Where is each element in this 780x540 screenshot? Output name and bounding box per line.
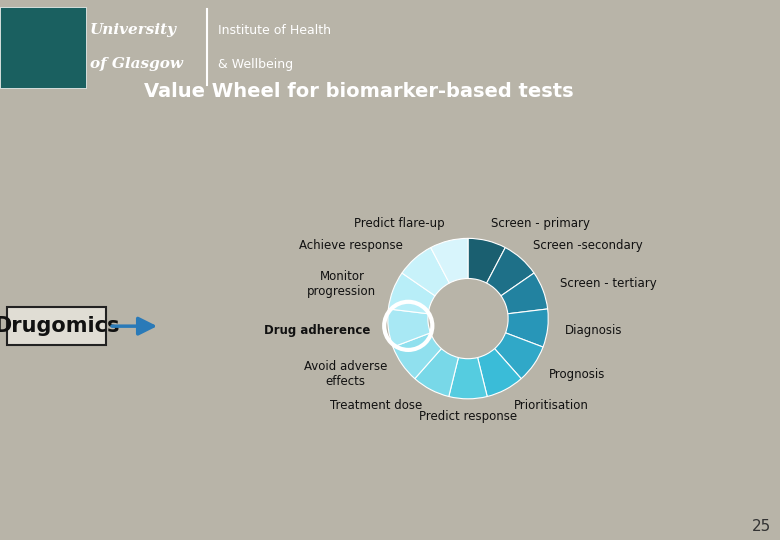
Wedge shape [431, 238, 468, 283]
Text: Value Wheel for biomarker-based tests: Value Wheel for biomarker-based tests [144, 82, 573, 101]
Wedge shape [495, 333, 543, 379]
Text: of Glasgow: of Glasgow [90, 57, 183, 71]
Text: 25: 25 [752, 519, 771, 534]
Text: Institute of Health: Institute of Health [218, 24, 332, 37]
Text: Drugomics: Drugomics [0, 316, 119, 336]
Text: Predict response: Predict response [419, 410, 517, 423]
Text: Avoid adverse
effects: Avoid adverse effects [304, 360, 388, 388]
Wedge shape [487, 247, 534, 296]
Text: Screen -secondary: Screen -secondary [533, 239, 643, 252]
Wedge shape [402, 247, 449, 296]
Text: Drug adherence: Drug adherence [264, 324, 370, 337]
Text: Diagnosis: Diagnosis [566, 324, 622, 337]
Text: Predict flare-up: Predict flare-up [354, 217, 445, 230]
Wedge shape [501, 273, 548, 314]
FancyBboxPatch shape [7, 307, 106, 345]
Text: Screen - primary: Screen - primary [491, 217, 590, 230]
Text: Achieve response: Achieve response [300, 239, 403, 252]
Text: Prioritisation: Prioritisation [513, 399, 588, 412]
Wedge shape [505, 309, 548, 347]
Text: & Wellbeing: & Wellbeing [218, 58, 293, 71]
FancyBboxPatch shape [0, 6, 86, 88]
Text: Monitor
progression: Monitor progression [307, 270, 377, 298]
Text: Treatment dose: Treatment dose [330, 399, 423, 412]
Wedge shape [388, 273, 435, 314]
Text: Prognosis: Prognosis [548, 368, 605, 381]
Text: Screen - tertiary: Screen - tertiary [559, 278, 656, 291]
Wedge shape [448, 357, 488, 399]
Wedge shape [477, 349, 521, 396]
Wedge shape [393, 333, 441, 379]
Wedge shape [415, 349, 459, 396]
Text: University: University [90, 23, 177, 37]
Wedge shape [388, 309, 431, 347]
Wedge shape [468, 238, 505, 283]
